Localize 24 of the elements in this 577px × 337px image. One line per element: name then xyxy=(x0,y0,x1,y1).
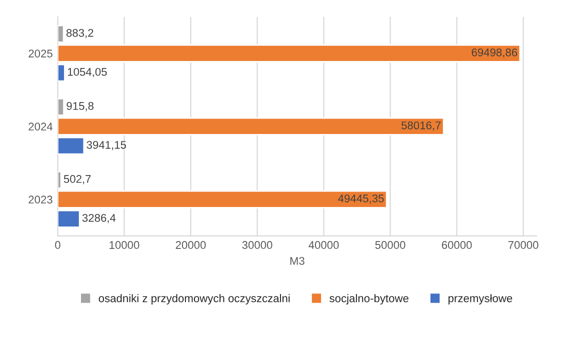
legend-label: przemysłowe xyxy=(448,294,512,304)
data-label: 915,8 xyxy=(66,102,94,112)
x-tick-label: 70000 xyxy=(508,241,538,249)
legend-label: osadniki z przydomowych oczyszczalni xyxy=(98,294,290,304)
data-label: 49445,35 xyxy=(338,194,384,204)
data-label: 3286,4 xyxy=(82,214,116,224)
legend-label: socjalno-bytowe xyxy=(330,294,408,304)
x-tick-label: 0 xyxy=(55,241,60,249)
x-tick-label: 60000 xyxy=(442,241,472,249)
x-tick-label: 20000 xyxy=(176,241,206,249)
y-tick-label: 2025 xyxy=(28,50,52,58)
y-tick-label: 2024 xyxy=(28,122,53,131)
x-tick-label: 50000 xyxy=(375,241,406,249)
y-tick-label: 2023 xyxy=(28,196,52,204)
data-label: 58016,7 xyxy=(401,121,441,131)
data-label: 69498,86 xyxy=(472,48,518,58)
x-tick-label: 30000 xyxy=(242,241,272,249)
data-label: 502,7 xyxy=(64,175,91,184)
data-label: 883,2 xyxy=(66,29,94,38)
data-label: 3941,15 xyxy=(86,140,126,150)
data-label: 1054,05 xyxy=(68,68,107,78)
x-tick-label: 10000 xyxy=(110,241,140,249)
x-tick-label: 40000 xyxy=(308,241,339,249)
x-axis-title: M3 xyxy=(290,256,304,265)
